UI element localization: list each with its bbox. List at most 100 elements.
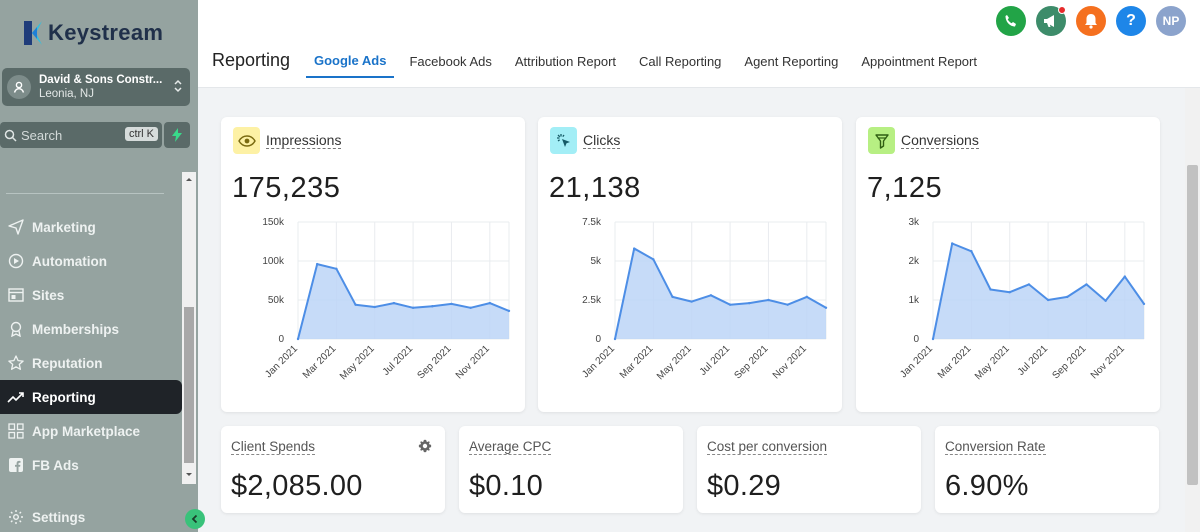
account-switcher[interactable]: David & Sons Constr... Leonia, NJ <box>2 68 190 106</box>
clicks-card: Clicks 21,138 0 2.5k 5k 7.5k Jan 2021 Mar 202… <box>538 117 842 412</box>
area-fill <box>933 243 1144 339</box>
tab-call-reporting[interactable]: Call Reporting <box>639 53 722 69</box>
x-tick-label: Jul 2021 <box>698 343 733 378</box>
eye-icon <box>233 127 260 154</box>
data-point <box>1123 275 1127 278</box>
search-input[interactable]: Search ctrl K <box>0 122 162 148</box>
average-cpc-title[interactable]: Average CPC <box>469 439 552 455</box>
x-tick-label: Nov 2021 <box>771 343 809 381</box>
data-point <box>652 258 655 261</box>
x-tick-label: Mar 2021 <box>618 343 656 381</box>
tab-google-ads[interactable]: Google Ads <box>306 44 395 78</box>
conversion-rate-value: 6.90% <box>945 470 1029 502</box>
account-name: David & Sons Constr... <box>39 74 163 86</box>
x-tick-label: Jul 2021 <box>381 343 416 378</box>
series-line <box>297 263 510 340</box>
impressions-title[interactable]: Impressions <box>266 132 342 149</box>
sidebar-item-memberships[interactable]: Memberships <box>0 312 182 346</box>
sidebar-item-marketing[interactable]: Marketing <box>0 210 182 244</box>
sidebar-item-label: Reputation <box>32 355 103 371</box>
data-point <box>1104 299 1107 302</box>
scroll-down-arrow-icon[interactable] <box>182 468 196 482</box>
announcements-button[interactable] <box>1036 6 1066 36</box>
data-point <box>296 337 300 341</box>
data-point <box>335 267 338 270</box>
phone-button[interactable] <box>996 6 1026 36</box>
sidebar-item-fb-ads[interactable]: FB Ads <box>0 448 182 482</box>
cost-per-conversion-value: $0.29 <box>707 470 782 502</box>
avatar-initials: NP <box>1162 14 1180 28</box>
logo[interactable]: Keystream <box>24 20 163 46</box>
average-cpc-value: $0.10 <box>469 470 544 502</box>
data-point <box>709 294 713 297</box>
client-spends-card: Client Spends $2,085.00 <box>221 426 445 513</box>
conversions-title[interactable]: Conversions <box>901 132 979 149</box>
sidebar-item-app-marketplace[interactable]: App Marketplace <box>0 414 182 448</box>
question-mark-icon: ? <box>1126 12 1136 29</box>
scroll-up-arrow-icon[interactable] <box>182 172 196 186</box>
funnel-icon <box>868 127 895 154</box>
data-point <box>748 301 751 305</box>
y-tick-label: 100k <box>262 256 285 267</box>
y-tick-label: 3k <box>908 217 920 228</box>
lightning-icon <box>172 128 182 142</box>
x-tick-label: Jan 2021 <box>898 343 935 380</box>
search-icon <box>4 129 17 142</box>
x-tick-label: Sep 2021 <box>1051 343 1089 381</box>
cost-per-conversion-title[interactable]: Cost per conversion <box>707 439 828 455</box>
help-button[interactable]: ? <box>1116 6 1146 36</box>
tab-appointment-report[interactable]: Appointment Report <box>861 53 977 69</box>
account-location: Leonia, NJ <box>39 88 94 100</box>
settings-label: Settings <box>32 509 86 525</box>
data-point <box>469 306 472 309</box>
data-point <box>392 301 396 305</box>
sidebar-item-automation[interactable]: Automation <box>0 244 182 278</box>
x-tick-label: Nov 2021 <box>1089 343 1127 381</box>
cost-per-conversion-card: Cost per conversion $0.29 <box>697 426 921 513</box>
data-point <box>671 295 674 299</box>
notifications-button[interactable] <box>1076 6 1106 36</box>
sidebar-scroll-thumb[interactable] <box>184 307 194 463</box>
x-tick-label: Jan 2021 <box>263 343 300 380</box>
data-point <box>767 298 770 302</box>
sidebar-item-label: Sites <box>32 287 65 303</box>
header-actions: ? NP <box>996 6 1186 36</box>
sidebar-item-label: App Marketplace <box>32 423 141 439</box>
collapse-sidebar-button[interactable] <box>185 509 205 529</box>
series-line <box>932 242 1145 340</box>
data-point <box>931 337 935 341</box>
tab-agent-reporting[interactable]: Agent Reporting <box>744 53 839 69</box>
star-icon <box>6 353 26 373</box>
bell-icon <box>1085 14 1097 29</box>
data-point <box>373 305 376 309</box>
conversion-rate-title[interactable]: Conversion Rate <box>945 439 1046 455</box>
sidebar-item-settings[interactable]: Settings <box>0 503 190 531</box>
sidebar-item-reputation[interactable]: Reputation <box>0 346 182 380</box>
main-scroll-thumb[interactable] <box>1187 165 1198 485</box>
data-point <box>1142 302 1146 306</box>
data-point <box>970 250 973 253</box>
x-tick-label: Jan 2021 <box>580 343 617 380</box>
user-avatar[interactable]: NP <box>1156 6 1186 36</box>
tab-attribution-report[interactable]: Attribution Report <box>514 53 617 69</box>
conversions-chart: 0 1k 2k 3k Jan 2021 Mar 2021 May 2021 Jul 2021 S… <box>898 217 1146 382</box>
quick-actions-button[interactable] <box>164 122 190 148</box>
clicks-title[interactable]: Clicks <box>583 132 621 149</box>
x-tick-label: May 2021 <box>338 343 377 382</box>
tab-facebook-ads[interactable]: Facebook Ads <box>409 53 492 69</box>
impressions-chart: 0 50k 100k 150k Jan 2021 Mar 2021 May 2021 Jul … <box>262 217 511 382</box>
sidebar-item-label: FB Ads <box>32 457 79 473</box>
gear-icon[interactable] <box>418 439 432 453</box>
client-spends-title[interactable]: Client Spends <box>231 439 316 455</box>
chevron-updown-icon <box>174 79 182 93</box>
sidebar-item-label: Reporting <box>32 389 96 405</box>
series-line <box>614 247 827 340</box>
sidebar-item-sites[interactable]: Sites <box>0 278 182 312</box>
sidebar-item-reporting[interactable]: Reporting <box>0 380 182 414</box>
data-point <box>1027 283 1031 286</box>
grid-icon <box>6 421 26 441</box>
send-icon <box>6 217 26 237</box>
data-point <box>824 306 828 309</box>
x-tick-label: Sep 2021 <box>733 343 771 381</box>
sidebar-item-label: Marketing <box>32 219 96 235</box>
